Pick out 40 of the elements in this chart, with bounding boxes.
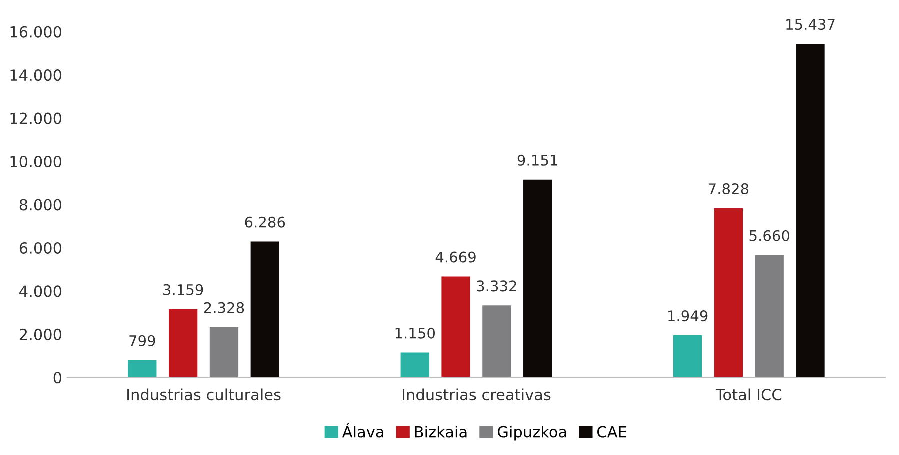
y-tick-label: 10.000 <box>10 156 62 168</box>
y-tick-label: 16.000 <box>10 26 62 38</box>
bar <box>169 309 198 378</box>
data-label: 6.286 <box>245 216 286 228</box>
legend-label: Gipuzkoa <box>498 426 566 441</box>
bar <box>673 336 702 378</box>
legend-label: Álava <box>342 423 384 438</box>
y-tick-label: 14.000 <box>10 70 62 82</box>
data-label: 9.151 <box>518 154 558 166</box>
bar <box>442 276 470 378</box>
x-tick-label: Industrias culturales <box>128 388 281 401</box>
y-tick-label: 6.000 <box>20 242 62 254</box>
data-label: 1.949 <box>668 310 708 322</box>
legend-label: Bizkaia <box>415 426 467 438</box>
bar <box>400 352 430 378</box>
bar <box>524 180 552 378</box>
data-label: 3.159 <box>164 284 204 296</box>
bar <box>210 327 239 378</box>
bar <box>796 44 825 378</box>
data-label: 799 <box>130 335 156 346</box>
legend-label: CAE <box>598 426 626 438</box>
y-tick-label: 2.000 <box>20 328 62 340</box>
x-tick-label: Industrias creativas <box>403 388 551 401</box>
data-label: 3.332 <box>477 280 516 292</box>
y-tick-label: 0 <box>54 372 62 384</box>
data-label: 4.669 <box>436 252 476 263</box>
data-label: 2.328 <box>204 302 244 314</box>
bar <box>128 360 157 378</box>
y-tick-label: 4.000 <box>20 286 62 298</box>
y-tick-label: 8.000 <box>20 199 62 211</box>
bar <box>714 208 744 378</box>
bar <box>755 255 784 378</box>
data-label: 15.437 <box>786 19 835 30</box>
bar <box>482 306 512 378</box>
x-tick-label: Total ICC <box>716 388 782 401</box>
data-label: 5.660 <box>750 230 790 242</box>
y-tick-label: 12.000 <box>10 112 62 124</box>
data-label: 1.150 <box>396 328 436 339</box>
bar <box>250 242 280 378</box>
data-label: 7.828 <box>709 184 749 195</box>
